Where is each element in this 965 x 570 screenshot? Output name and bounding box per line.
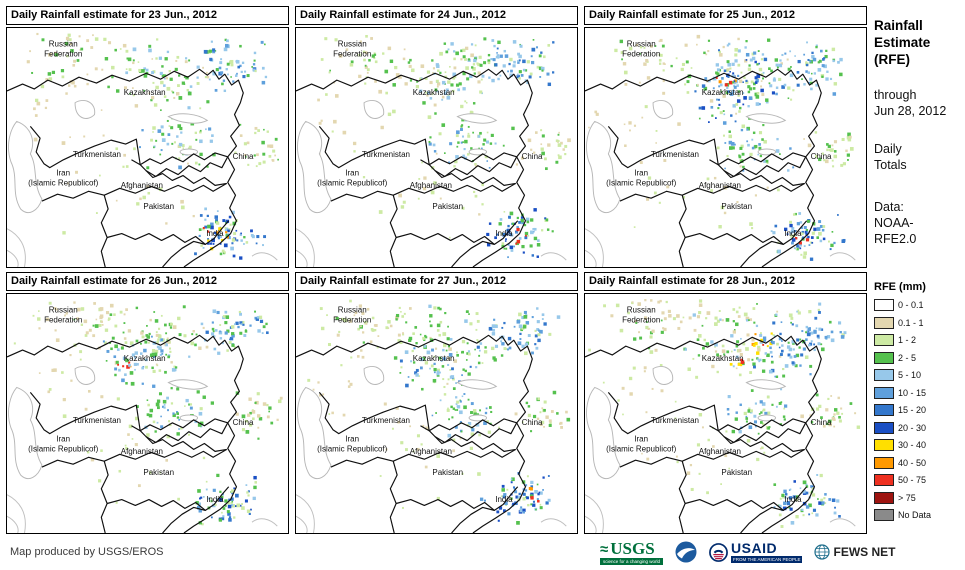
legend-label: 50 - 75 (898, 475, 927, 486)
legend-label: 10 - 15 (898, 387, 927, 398)
legend-label: 15 - 20 (898, 405, 927, 416)
usgs-wordmark: USGS (610, 538, 655, 558)
usaid-tagline: FROM THE AMERICAN PEOPLE (731, 555, 803, 563)
legend-label: 2 - 5 (898, 352, 917, 363)
map-canvas: Russian Federation Kazakhstan Turkmenistan… (584, 27, 867, 268)
fewsnet-globe-icon (814, 544, 831, 560)
legend-title: RFE (mm) (874, 280, 926, 293)
usgs-wave-icon: ≈ (600, 540, 609, 558)
legend-row: 5 - 10 (874, 367, 962, 385)
fewsnet-wordmark: FEWS NET (833, 545, 896, 559)
map-canvas: Russian Federation Kazakhstan Turkmenistan… (295, 27, 578, 268)
legend-swatch (874, 386, 894, 399)
legend-row: 15 - 20 (874, 402, 962, 420)
logo-row: ≈ USGS science for a changing world (600, 538, 895, 566)
rainfall-map-svg (585, 34, 856, 267)
map-canvas: Russian Federation Kazakhstan Turkmenistan… (295, 293, 578, 534)
legend-row: 10 - 15 (874, 384, 962, 402)
noaa-logo (675, 541, 697, 563)
map-canvas: Russian Federation Kazakhstan Turkmenistan… (584, 293, 867, 534)
map-panel: Daily Rainfall estimate for 25 Jun., 201… (584, 6, 867, 268)
map-panel: Daily Rainfall estimate for 28 Jun., 201… (584, 272, 867, 534)
panel-title: Daily Rainfall estimate for 26 Jun., 201… (6, 272, 289, 291)
panel-title: Daily Rainfall estimate for 25 Jun., 201… (584, 6, 867, 25)
legend-label: 40 - 50 (898, 457, 927, 468)
legend-row: 20 - 30 (874, 419, 962, 437)
legend-label: 0.1 - 1 (898, 317, 924, 328)
legend-row: 50 - 75 (874, 472, 962, 490)
legend-label: 0 - 0.1 (898, 300, 924, 311)
usgs-tagline: science for a changing world (600, 557, 664, 565)
legend: RFE (mm) 0 - 0.1 0.1 - 1 1 - 2 2 - 5 5 - 10 1… (874, 281, 962, 525)
map-canvas: Russian Federation Kazakhstan Turkmenistan… (6, 293, 289, 534)
fewsnet-logo: FEWS NET (814, 544, 895, 560)
legend-label: > 75 (898, 492, 916, 503)
rainfall-map-svg (296, 34, 571, 267)
legend-swatch (874, 299, 894, 312)
panel-title: Daily Rainfall estimate for 28 Jun., 201… (584, 272, 867, 291)
rainfall-map-svg (7, 32, 279, 267)
legend-swatch (874, 509, 894, 522)
panel-title: Daily Rainfall estimate for 27 Jun., 201… (295, 272, 578, 291)
usaid-wordmark-block: USAID FROM THE AMERICAN PEOPLE (731, 540, 803, 563)
legend-swatch (874, 404, 894, 417)
legend-row: 30 - 40 (874, 437, 962, 455)
rainfall-map-svg (7, 301, 283, 533)
legend-swatch (874, 316, 894, 329)
legend-swatch (874, 351, 894, 364)
legend-label: 20 - 30 (898, 422, 927, 433)
legend-swatch (874, 474, 894, 487)
usaid-emblem-icon (709, 542, 728, 562)
legend-swatch (874, 334, 894, 347)
usaid-logo: USAID FROM THE AMERICAN PEOPLE (709, 540, 803, 563)
map-panel: Daily Rainfall estimate for 26 Jun., 201… (6, 272, 289, 534)
sidebar: Rainfall Estimate (RFE) through Jun 28, … (874, 18, 962, 524)
legend-row: 1 - 2 (874, 332, 962, 350)
legend-row: No Data (874, 507, 962, 525)
map-credit: Map produced by USGS/EROS (10, 546, 164, 558)
legend-label: 5 - 10 (898, 370, 922, 381)
legend-label: 30 - 40 (898, 440, 927, 451)
footer: Map produced by USGS/EROS ≈ USGS science… (0, 534, 965, 570)
sidebar-period: through Jun 28, 2012 (874, 87, 947, 118)
usgs-logo: ≈ USGS science for a changing world (600, 540, 664, 565)
rainfall-map-svg (296, 299, 571, 533)
map-panel: Daily Rainfall estimate for 27 Jun., 201… (295, 272, 578, 534)
panel-title: Daily Rainfall estimate for 23 Jun., 201… (6, 6, 289, 25)
legend-swatch (874, 456, 894, 469)
legend-swatch (874, 439, 894, 452)
legend-label: No Data (898, 510, 932, 521)
legend-row: > 75 (874, 489, 962, 507)
legend-row: 0.1 - 1 (874, 314, 962, 332)
map-grid: Daily Rainfall estimate for 23 Jun., 201… (6, 6, 867, 534)
panel-title: Daily Rainfall estimate for 24 Jun., 201… (295, 6, 578, 25)
map-panel: Daily Rainfall estimate for 23 Jun., 201… (6, 6, 289, 268)
legend-row: 0 - 0.1 (874, 297, 962, 315)
legend-swatch (874, 369, 894, 382)
map-canvas: Russian Federation Kazakhstan Turkmenistan… (6, 27, 289, 268)
sidebar-data-source: Data: NOAA- RFE2.0 (874, 199, 917, 246)
legend-label: 1 - 2 (898, 335, 917, 346)
sidebar-title: Rainfall Estimate (RFE) (874, 18, 931, 67)
legend-items: 0 - 0.1 0.1 - 1 1 - 2 2 - 5 5 - 10 10 - 15 15 … (874, 297, 962, 525)
legend-row: 2 - 5 (874, 349, 962, 367)
sidebar-totals: Daily Totals (874, 141, 907, 172)
noaa-seagull-icon (675, 541, 697, 563)
legend-swatch (874, 491, 894, 504)
usaid-wordmark: USAID (731, 540, 778, 557)
rainfall-map-svg (585, 299, 861, 533)
usgs-wordmark-row: ≈ USGS (600, 540, 655, 557)
legend-row: 40 - 50 (874, 454, 962, 472)
map-panel: Daily Rainfall estimate for 24 Jun., 201… (295, 6, 578, 268)
legend-swatch (874, 421, 894, 434)
